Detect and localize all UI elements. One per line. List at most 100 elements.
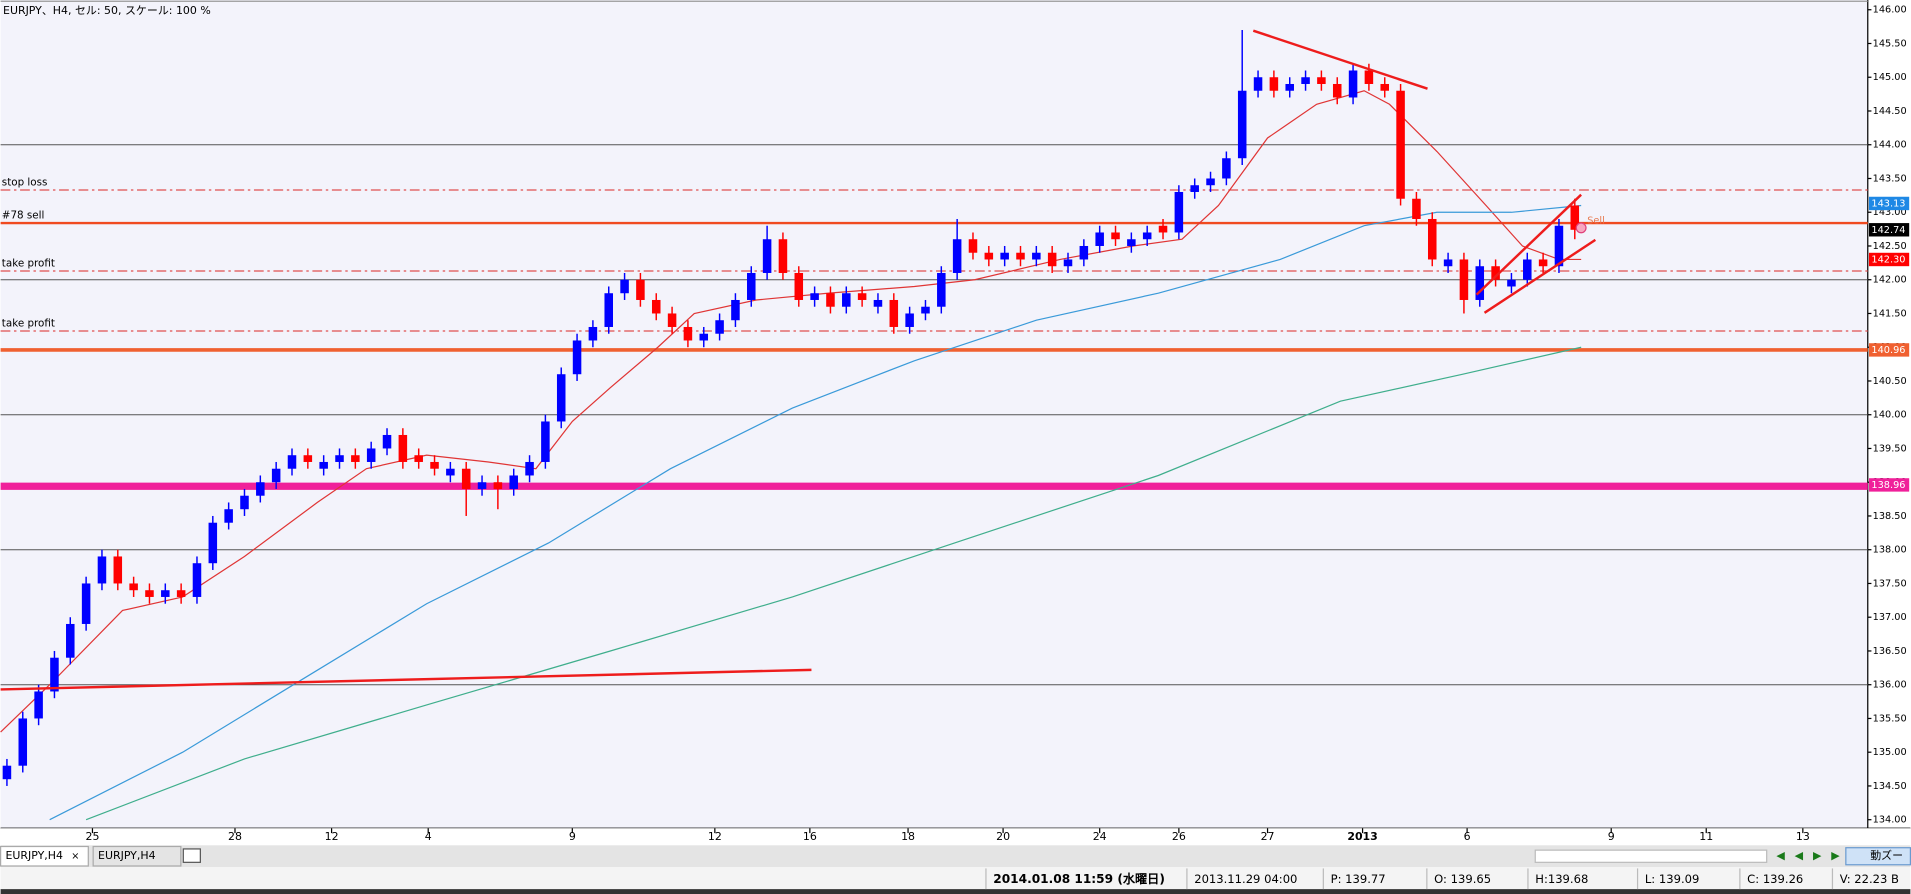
x-tick-label: 26 — [1172, 830, 1186, 843]
price-label-box — [1868, 478, 1910, 492]
y-tick-label: 144.00 — [1873, 140, 1907, 151]
zoom-button-label[interactable]: 動ズー — [1870, 848, 1903, 862]
object-label: take profit — [2, 258, 55, 270]
candle-body — [1443, 259, 1453, 267]
tab[interactable] — [0, 845, 89, 867]
candle-body — [842, 293, 851, 307]
candle-body — [176, 590, 186, 597]
status-field: 2013.11.29 04:00 — [1194, 872, 1297, 886]
y-tick-label: 142.50 — [1873, 241, 1907, 252]
tab[interactable] — [92, 845, 182, 867]
candle-body — [113, 556, 123, 584]
y-tick-label: 136.00 — [1873, 680, 1907, 691]
candle-body — [287, 455, 297, 469]
candle-body — [1127, 239, 1136, 246]
price-label: 142.74 — [1871, 225, 1905, 236]
candle-body — [1269, 77, 1279, 91]
tab-label[interactable]: EURJPY,H4 — [98, 849, 156, 862]
y-tick-label: 145.00 — [1873, 72, 1907, 83]
candle-body — [1491, 266, 1500, 280]
candle-body — [271, 468, 281, 483]
candle-body — [1063, 259, 1073, 267]
zoom-button[interactable] — [1845, 847, 1911, 866]
tab-bar — [0, 845, 1911, 868]
tab-label[interactable]: EURJPY,H4 — [5, 849, 63, 862]
candle-body — [1253, 77, 1263, 91]
scrollbar[interactable] — [1534, 849, 1768, 863]
time-axis-background — [0, 828, 1911, 846]
price-label-box — [1868, 223, 1910, 237]
price-label: 143.13 — [1871, 198, 1905, 209]
tab-list-button[interactable] — [182, 848, 201, 863]
trendline — [1483, 238, 1597, 314]
candle-body — [66, 623, 75, 658]
y-tick-label: 140.00 — [1873, 410, 1907, 421]
candle-body — [1190, 185, 1199, 192]
y-tick-label: 139.50 — [1873, 443, 1907, 454]
y-tick-label: 141.50 — [1873, 308, 1907, 319]
candle-body — [968, 239, 978, 253]
candle-body — [715, 320, 724, 334]
candle-body — [1364, 70, 1374, 84]
candle-body — [952, 239, 962, 273]
x-tick-label: 6 — [1464, 830, 1471, 843]
y-tick-label: 134.00 — [1873, 815, 1907, 826]
status-field: 2014.01.08 11:59 (水曜日) — [993, 871, 1165, 886]
nav-button[interactable]: ◀ — [1776, 849, 1785, 862]
candle-body — [667, 313, 677, 327]
candle-body — [1348, 70, 1358, 98]
candle-body — [1206, 178, 1215, 186]
y-tick-label: 137.00 — [1873, 612, 1907, 623]
x-tick-label: 4 — [425, 830, 432, 843]
y-tick-label: 143.50 — [1873, 173, 1907, 184]
candle-body — [604, 293, 614, 327]
y-tick-label: 134.50 — [1873, 781, 1907, 792]
x-tick-label: 28 — [228, 830, 242, 843]
y-tick-label: 138.00 — [1873, 545, 1907, 556]
price-label-box — [1868, 343, 1910, 357]
plot-background — [0, 0, 1868, 829]
status-field: O: 139.65 — [1434, 872, 1491, 886]
chart-title: EURJPY、H4, セル: 50, スケール: 100 % — [3, 4, 211, 17]
status-field: V: 22.23 B — [1840, 872, 1899, 886]
candle-body — [414, 455, 423, 462]
candle-body — [446, 468, 455, 476]
x-tick-label: 12 — [325, 830, 339, 843]
candle-body — [794, 272, 804, 300]
nav-button[interactable]: ◀ — [1795, 849, 1804, 862]
candle-body — [525, 461, 534, 476]
candle-body — [541, 421, 550, 462]
candle-body — [905, 313, 914, 327]
status-bar — [0, 867, 1911, 891]
bottom-edge — [0, 889, 1911, 894]
candle-body — [1317, 77, 1326, 84]
tab-close: × — [71, 851, 79, 862]
candles — [2, 29, 1580, 786]
candle-body — [1301, 77, 1310, 84]
candle-body — [335, 455, 344, 462]
candle-body — [1475, 266, 1485, 300]
price-label: 142.30 — [1871, 254, 1905, 265]
candle-body — [461, 468, 471, 489]
y-tick-label: 138.50 — [1873, 511, 1907, 522]
candle-body — [1111, 232, 1120, 240]
y-tick-label: 144.50 — [1873, 106, 1907, 117]
sell-marker — [1575, 222, 1587, 234]
candle-body — [1142, 232, 1152, 240]
sell-label: Sell — [1587, 216, 1605, 227]
candle-body — [303, 455, 313, 462]
candle-body — [1507, 279, 1516, 287]
nav-button[interactable]: ▶ — [1831, 849, 1840, 862]
y-tick-label: 135.50 — [1873, 713, 1907, 724]
candle-body — [1158, 225, 1168, 233]
y-tick-label: 145.50 — [1873, 38, 1907, 49]
trendline — [0, 668, 812, 691]
candle-body — [810, 293, 819, 300]
candle-body — [1016, 252, 1025, 260]
candle-body — [208, 522, 218, 564]
candle-body — [826, 293, 835, 307]
nav-button[interactable]: ▶ — [1813, 849, 1822, 862]
x-tick-label: 13 — [1796, 830, 1810, 843]
candle-body — [937, 272, 946, 307]
